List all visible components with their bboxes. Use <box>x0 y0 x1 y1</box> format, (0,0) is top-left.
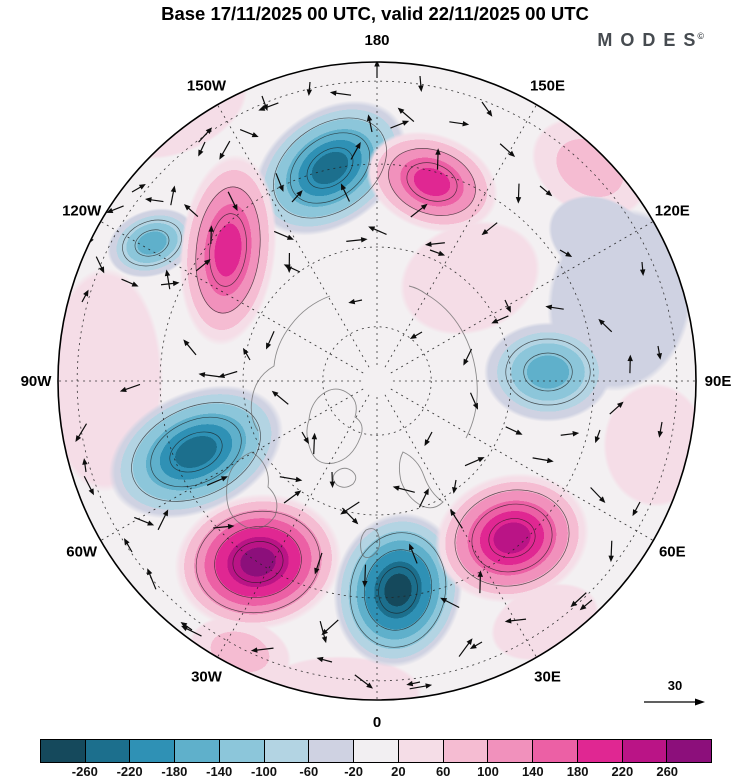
meridian-line <box>217 394 370 658</box>
contour-line <box>195 186 261 314</box>
anomaly-cell <box>108 385 284 519</box>
meridian-line <box>390 388 654 541</box>
longitude-label: 90W <box>21 373 53 390</box>
colorbar-tick-label: -140 <box>206 764 233 779</box>
colorbar-tick-label: -100 <box>250 764 278 779</box>
colorbar-segment <box>41 740 86 762</box>
reference-vector-label: 30 <box>667 678 683 693</box>
longitude-label: 150W <box>187 78 227 95</box>
contour-line <box>289 132 371 204</box>
colorbar-segment <box>398 740 444 762</box>
polar-anomaly-map: 180 150E 120E 90E 60E 30E 0 30W 60W 90W 120W 150W <box>21 32 732 731</box>
colorbar-tick-label: 60 <box>435 764 451 779</box>
coastline <box>398 451 444 509</box>
latitude-circle <box>159 163 595 599</box>
colorbar-segment <box>219 740 265 762</box>
longitude-label: 60W <box>66 544 98 561</box>
meridian-line <box>217 104 370 368</box>
contour-line <box>232 541 284 583</box>
meridian-line <box>384 104 537 368</box>
colorbar-tick-label: 220 <box>611 764 634 779</box>
anomaly-cell <box>258 656 422 700</box>
modes-logo: MODES© <box>597 30 704 51</box>
contour-line <box>454 489 570 587</box>
contour-line <box>169 431 223 473</box>
contour-line <box>471 503 553 573</box>
anomaly-cell <box>253 100 407 236</box>
colorbar-tick-label: -220 <box>116 764 143 779</box>
colorbar-tick-label: -60 <box>299 764 319 779</box>
colorbar-tick-label: 180 <box>566 764 589 779</box>
anomaly-cell <box>107 208 197 278</box>
longitude-label: 180 <box>364 32 389 49</box>
colorbar <box>40 739 712 763</box>
reference-vector: 30 <box>640 678 710 713</box>
colorbar-segment <box>354 740 399 762</box>
contour-line <box>388 148 476 216</box>
colorbar-tick-label: 260 <box>656 764 679 779</box>
meridian-line <box>100 388 364 541</box>
longitude-label: 60E <box>659 544 686 561</box>
colorbar-segment <box>175 740 220 762</box>
anomaly-cell <box>366 131 498 233</box>
contour-line <box>131 402 261 502</box>
longitude-label: 0 <box>373 714 381 731</box>
colorbar-segment <box>622 740 668 762</box>
meridian-line <box>390 221 654 374</box>
contour-line <box>214 526 302 598</box>
wind-arrows <box>75 62 664 690</box>
colorbar-tick-label: 140 <box>521 764 544 779</box>
colorbar-tick-label: -180 <box>161 764 188 779</box>
map-boundary <box>57 61 697 701</box>
chart-title: Base 17/11/2025 00 UTC, valid 22/11/2025… <box>161 3 589 24</box>
anomaly-cell <box>484 322 612 422</box>
colorbar-tick-label: -20 <box>344 764 363 779</box>
latitude-circle <box>242 246 512 516</box>
colorbar-segment <box>443 740 489 762</box>
colorbar-segment <box>130 740 176 762</box>
longitude-label: 30E <box>534 668 561 685</box>
coastline <box>226 451 278 530</box>
contour-line <box>523 352 573 392</box>
colorbar-tick-label: 100 <box>477 764 499 779</box>
modes-logo-text: MODES <box>597 30 704 50</box>
colorbar-segment <box>577 740 623 762</box>
coastline <box>306 388 363 464</box>
longitude-label: 30W <box>191 668 223 685</box>
contour-line <box>306 147 354 189</box>
colorbar-segment <box>533 740 578 762</box>
anomaly-cell <box>548 195 652 281</box>
contour-line <box>122 219 182 267</box>
contour-line <box>273 117 387 219</box>
colorbar-tick-labels: -260 -220 -180 -140 -100 -60 -20 20 60 100 140 180 2… <box>40 764 712 782</box>
colorbar-tick-label: 20 <box>391 764 406 779</box>
colorbar-segment <box>85 740 131 762</box>
contour-line <box>150 416 242 488</box>
anomaly-cell <box>603 383 696 507</box>
reference-arrow-icon <box>644 698 705 706</box>
colorbar-segment <box>264 740 310 762</box>
meridian-line <box>100 221 364 374</box>
coastline <box>360 528 381 558</box>
contour-line <box>195 510 321 614</box>
contour-line <box>488 518 536 558</box>
copyright-mark: © <box>697 31 704 41</box>
latitude-circle <box>322 326 432 436</box>
contour-line <box>209 213 247 287</box>
coastline <box>408 285 478 439</box>
colorbar-segment <box>309 740 355 762</box>
colorbar-tick-label: -260 <box>71 764 98 779</box>
coastline <box>250 295 331 432</box>
contour-line <box>134 229 170 257</box>
colorbar-segment <box>488 740 534 762</box>
longitude-label: 120E <box>655 203 690 220</box>
coastline <box>332 467 357 488</box>
longitude-label: 150E <box>530 78 565 95</box>
longitude-label: 120W <box>62 203 102 220</box>
colorbar-segment <box>667 740 712 762</box>
contour-line <box>505 338 591 406</box>
longitude-label: 90E <box>705 373 732 390</box>
